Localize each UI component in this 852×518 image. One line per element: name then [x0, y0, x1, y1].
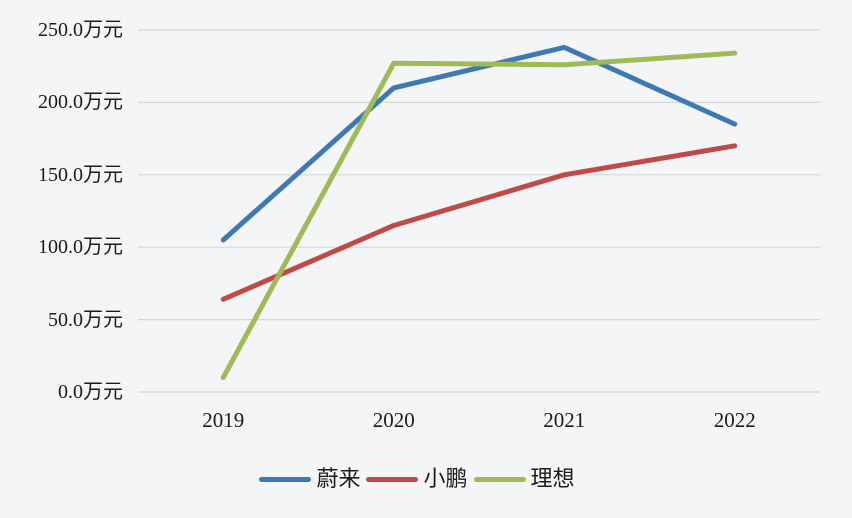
series-line-1 [220, 44, 738, 243]
series-line-2 [220, 143, 738, 302]
series-line-3 [220, 50, 738, 381]
